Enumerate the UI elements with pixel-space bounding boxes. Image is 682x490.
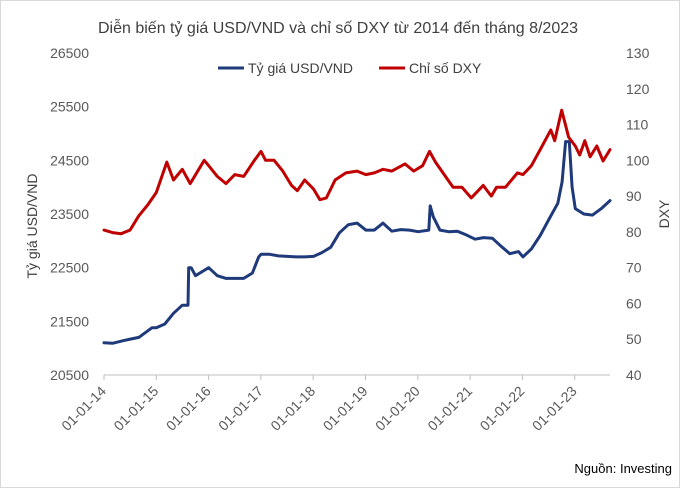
right-axis-title: DXY [656, 199, 672, 228]
right-tick-label: 130 [626, 45, 650, 61]
x-axis-ticks: 01-01-14 01-01-15 01-01-16 01-01-17 01-01-18… [58, 375, 580, 434]
left-tick-label: 23500 [50, 206, 89, 222]
left-tick-label: 22500 [50, 260, 89, 276]
x-tick-label: 01-01-20 [372, 383, 423, 434]
chart-title: Diễn biến tỷ giá USD/VND và chỉ số DXY t… [98, 18, 578, 37]
right-tick-label: 90 [626, 188, 642, 204]
right-tick-label: 50 [626, 331, 642, 347]
right-tick-label: 110 [626, 117, 649, 133]
left-axis-ticks: 20500 21500 22500 23500 24500 25500 26500 [50, 45, 89, 383]
usd-vnd-series-line [102, 140, 612, 345]
x-tick-label: 01-01-15 [110, 383, 161, 434]
right-tick-label: 80 [626, 224, 642, 240]
x-tick-label: 01-01-23 [529, 383, 580, 434]
dxy-series-line [102, 108, 612, 236]
legend: Tỷ giá USD/VND Chỉ số DXY [218, 60, 482, 76]
left-tick-label: 21500 [50, 313, 89, 329]
x-tick-label: 01-01-18 [267, 383, 318, 434]
right-tick-label: 120 [626, 81, 650, 97]
right-tick-label: 60 [626, 295, 642, 311]
x-tick-label: 01-01-14 [58, 383, 109, 434]
right-tick-label: 100 [626, 152, 650, 168]
left-tick-label: 26500 [50, 45, 89, 61]
left-axis-title: Tỷ giá USD/VND [24, 173, 40, 278]
right-tick-label: 70 [626, 260, 642, 276]
left-tick-label: 24500 [50, 152, 89, 168]
left-tick-label: 20500 [50, 367, 89, 383]
x-tick-label: 01-01-22 [477, 383, 528, 434]
right-tick-label: 40 [626, 367, 642, 383]
x-tick-label: 01-01-16 [163, 383, 214, 434]
legend-label-usd-vnd: Tỷ giá USD/VND [248, 60, 353, 76]
series-layer [102, 108, 612, 345]
x-tick-label: 01-01-17 [215, 383, 266, 434]
right-axis-ticks: 40 50 60 70 80 90 100 110 120 130 [626, 45, 650, 383]
x-tick-label: 01-01-19 [320, 383, 371, 434]
left-tick-label: 25500 [50, 99, 89, 115]
source-note: Nguồn: Investing [574, 461, 672, 476]
legend-label-dxy: Chỉ số DXY [409, 60, 482, 76]
x-tick-label: 01-01-21 [424, 383, 475, 434]
